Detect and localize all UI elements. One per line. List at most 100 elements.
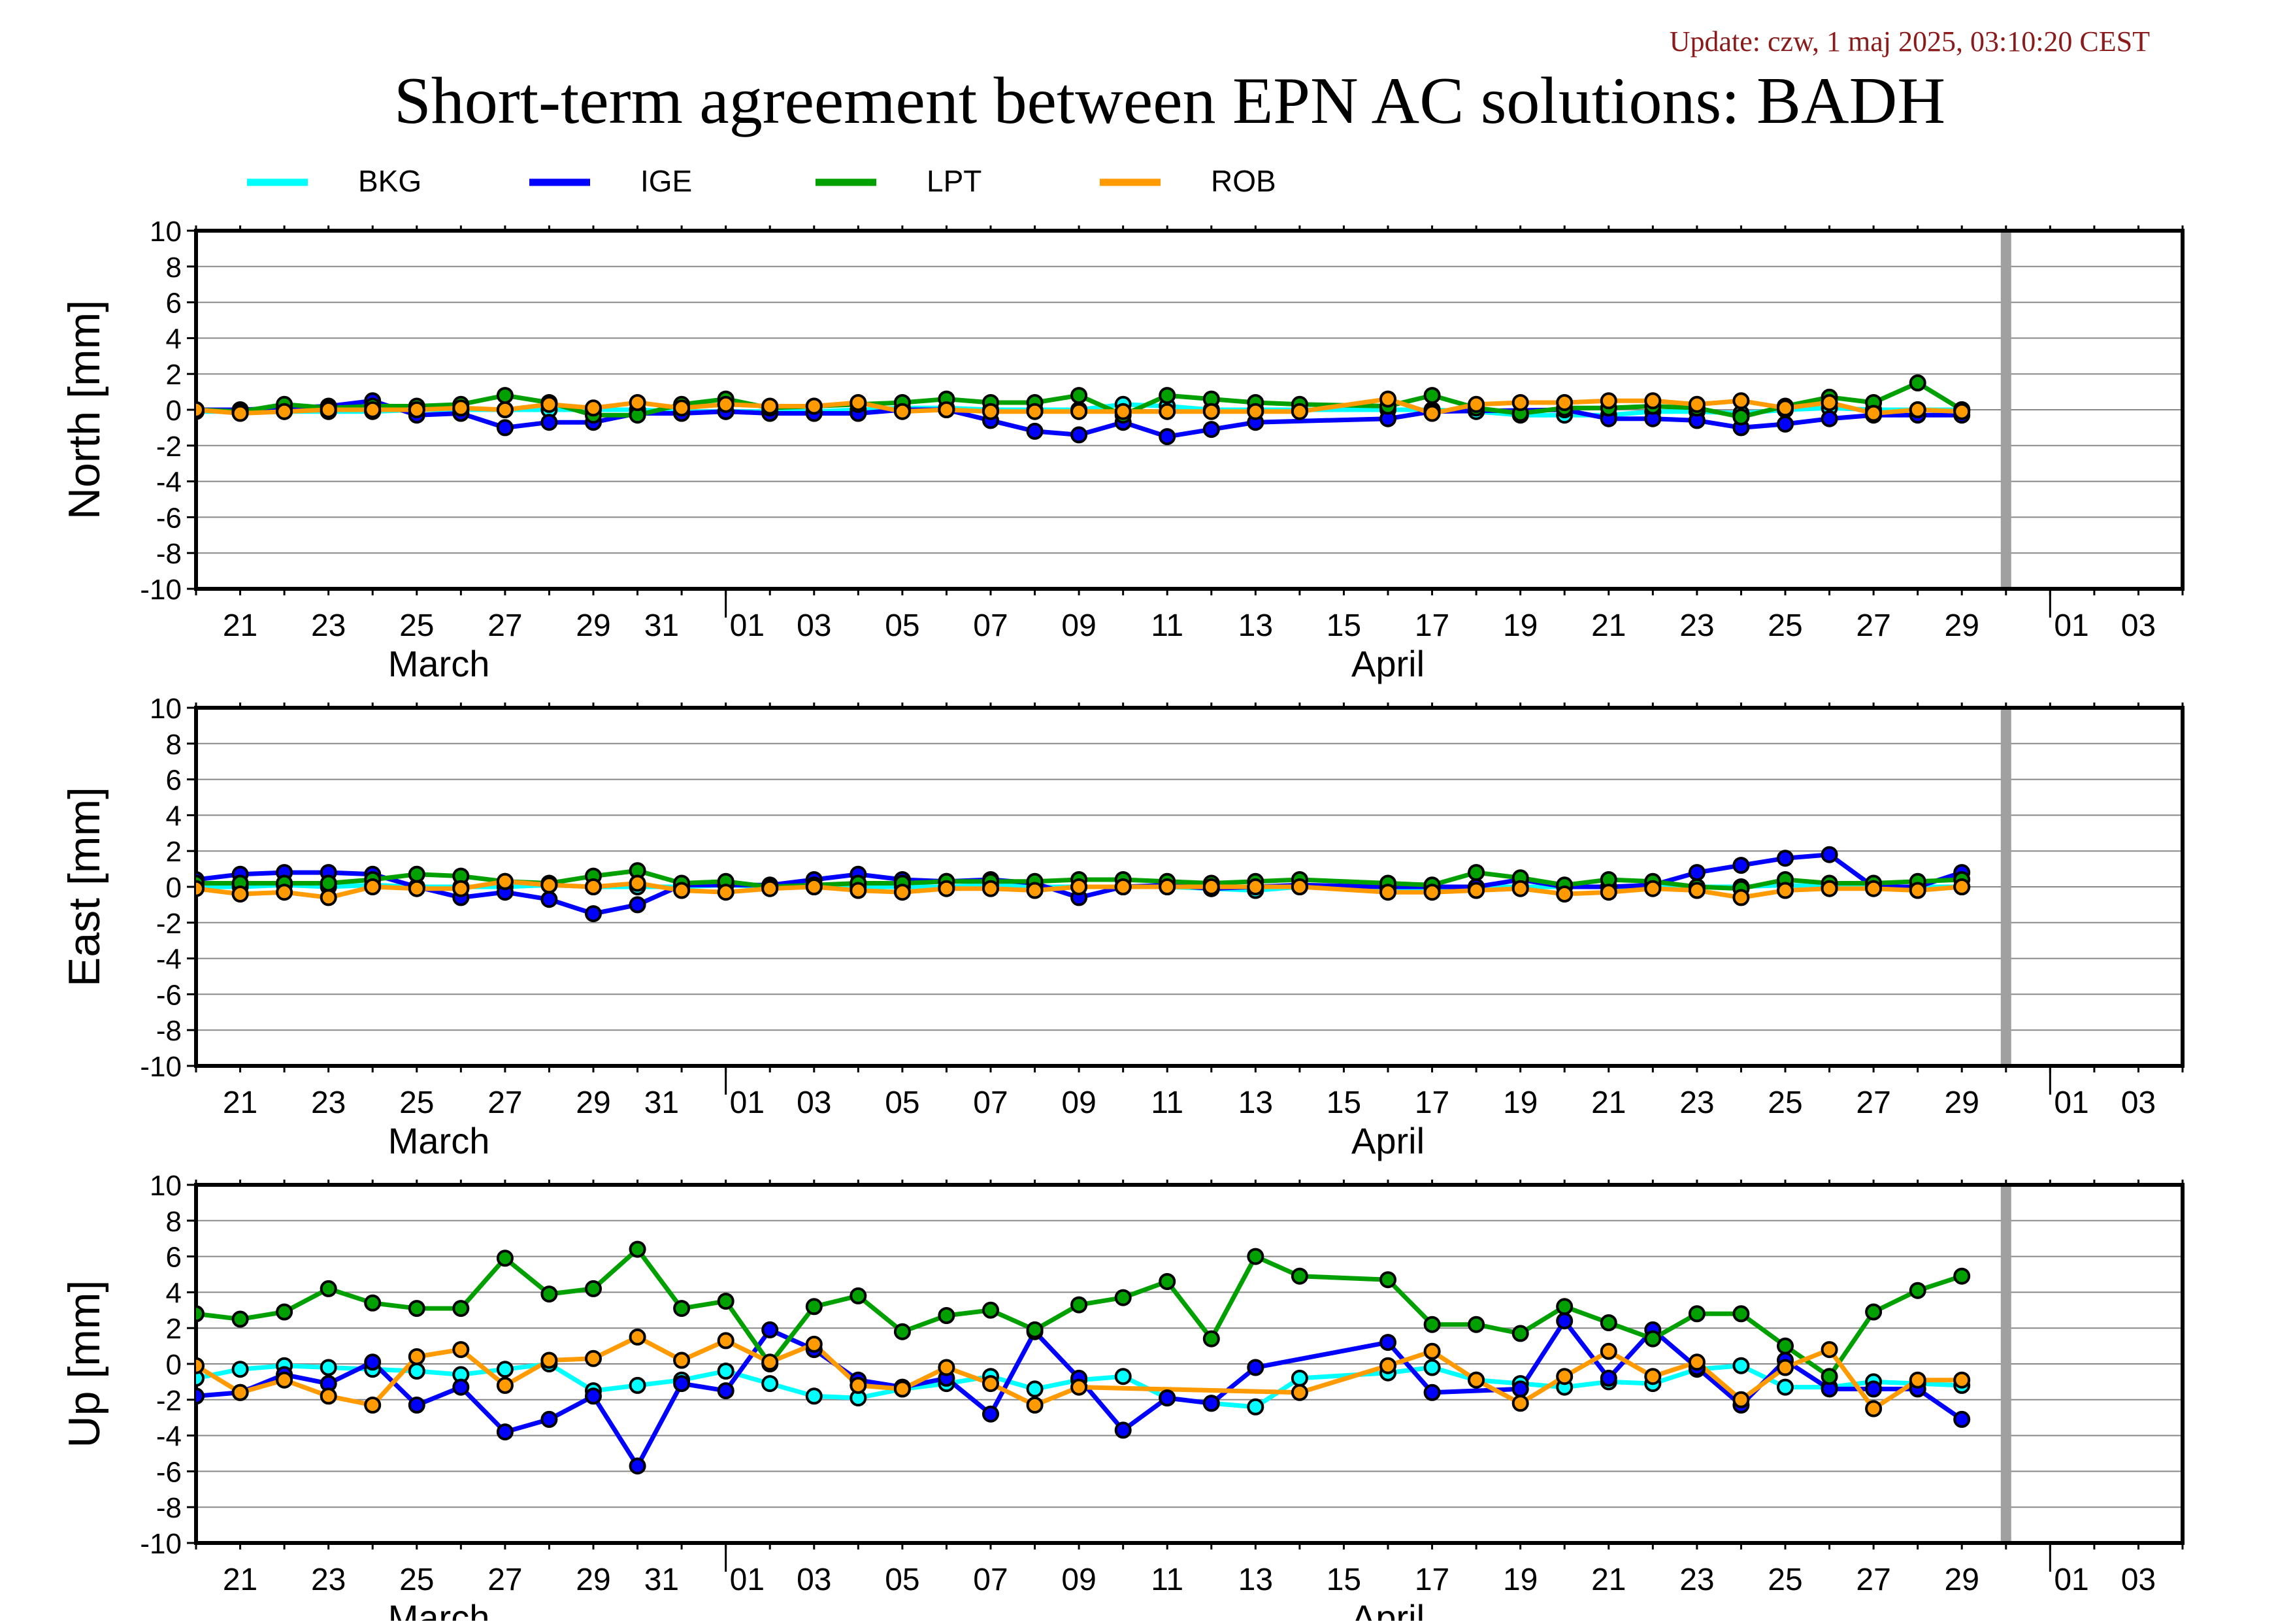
data-point-lpt [1644, 1330, 1662, 1348]
data-point-bkg [1732, 1357, 1750, 1374]
data-point-rob [1202, 403, 1220, 420]
data-point-ige [1777, 415, 1794, 433]
y-tick-label: 10 [150, 1170, 182, 1202]
data-point-lpt [1909, 1282, 1926, 1299]
y-tick-label: -6 [156, 979, 182, 1011]
data-point-rob [496, 1376, 514, 1394]
y-tick-label: -6 [156, 1456, 182, 1488]
data-point-ige [1202, 421, 1220, 439]
x-tick-label: 11 [1151, 1563, 1183, 1597]
month-label-march: March [388, 1597, 490, 1621]
data-point-bkg [629, 1376, 646, 1394]
x-tick-label: 15 [1327, 608, 1361, 643]
data-point-rob [629, 394, 646, 411]
y-axis-label-north: North [mm] [59, 300, 109, 520]
data-point-rob [1600, 392, 1617, 410]
chart-title: Short-term agreement between EPN AC solu… [394, 64, 1945, 138]
data-point-rob [452, 399, 470, 417]
data-point-ige [1865, 1380, 1883, 1398]
x-tick-label: 29 [1945, 1085, 1979, 1120]
legend-label-rob: ROB [1211, 164, 1276, 198]
data-point-rob [276, 884, 293, 901]
series-line-bkg [196, 1361, 1962, 1410]
data-point-lpt [629, 1240, 646, 1258]
data-point-rob [1556, 1368, 1574, 1385]
data-point-ige [1821, 410, 1838, 427]
data-point-lpt [496, 1250, 514, 1267]
data-point-bkg [1247, 1398, 1264, 1416]
month-label-april: April [1351, 1597, 1425, 1621]
y-tick-label: 8 [166, 729, 182, 761]
data-point-ige [1556, 1312, 1574, 1330]
x-tick-label: 05 [885, 608, 919, 643]
data-point-lpt [1159, 387, 1176, 405]
update-timestamp: Update: czw, 1 maj 2025, 03:10:20 CEST [1670, 25, 2150, 58]
x-tick-label: 27 [1856, 1085, 1890, 1120]
data-point-lpt [1026, 1321, 1044, 1338]
data-point-rob [1644, 392, 1662, 410]
data-point-rob [1688, 1353, 1706, 1371]
data-point-lpt [320, 874, 337, 892]
data-point-rob [805, 397, 823, 415]
data-point-rob [1070, 403, 1088, 420]
data-point-rob [1026, 882, 1044, 899]
y-tick-labels-up: 10 8 64 2 0 -2 -4-6 -8 -10 [140, 1170, 182, 1560]
data-point-rob [893, 884, 911, 901]
y-tick-label: -8 [156, 1015, 182, 1047]
data-point-rob [1423, 884, 1441, 901]
x-tick-label: 19 [1503, 1563, 1538, 1597]
x-tick-label: 25 [399, 608, 434, 643]
x-tick-label: 23 [1679, 1563, 1714, 1597]
series-line-lpt [196, 380, 1964, 420]
data-point-rob [673, 882, 691, 899]
data-point-rob [982, 1375, 999, 1393]
data-point-lpt [1600, 1314, 1617, 1331]
data-point-ige [629, 896, 646, 914]
data-point-rob [1202, 878, 1220, 895]
x-tick-label: 29 [576, 1085, 610, 1120]
x-tick-label: 21 [1591, 1563, 1626, 1597]
x-tick-label: 19 [1503, 608, 1538, 643]
y-tick-label: 2 [166, 359, 182, 391]
data-point-lpt [408, 1300, 425, 1317]
x-tick-label: 29 [1945, 608, 1979, 643]
data-point-rob [1777, 1359, 1794, 1376]
x-tick-label: 01 [730, 1085, 765, 1120]
data-point-ige [364, 1353, 382, 1371]
data-point-rob [1821, 394, 1838, 411]
data-point-ige [1070, 426, 1088, 444]
x-tick-label: 17 [1415, 608, 1449, 643]
data-point-rob [496, 872, 514, 890]
data-point-rob [1600, 1342, 1617, 1360]
series-group-east [196, 846, 1971, 923]
y-tick-label: 8 [166, 1206, 182, 1238]
data-point-rob [1423, 405, 1441, 422]
data-point-lpt [540, 1285, 558, 1303]
data-point-ige [982, 1405, 999, 1423]
data-point-ige [1423, 1384, 1441, 1401]
data-point-rob [1247, 403, 1264, 420]
data-point-rob [1511, 394, 1529, 411]
y-tick-label: -4 [156, 944, 182, 976]
y-tick-label: 8 [166, 252, 182, 284]
data-point-rob [364, 1397, 382, 1414]
data-point-rob [1511, 880, 1529, 897]
y-tick-label: -2 [156, 1385, 182, 1417]
data-point-ige [761, 1321, 779, 1338]
series-line-rob [196, 397, 1962, 416]
data-point-lpt [1423, 387, 1441, 405]
y-tick-label: -10 [140, 1051, 182, 1083]
data-point-rob [320, 401, 337, 418]
data-point-rob [717, 1332, 734, 1350]
data-point-rob [196, 401, 205, 418]
data-point-rob [1556, 886, 1574, 903]
data-point-rob [1909, 401, 1926, 418]
data-point-rob [1953, 1371, 1971, 1389]
data-point-ige [452, 1378, 470, 1396]
series-line-lpt [196, 868, 1962, 891]
x-tick-label: 01 [730, 1563, 765, 1597]
data-point-rob [761, 397, 779, 415]
data-point-lpt [1511, 1325, 1529, 1342]
data-point-rob [276, 1371, 293, 1389]
